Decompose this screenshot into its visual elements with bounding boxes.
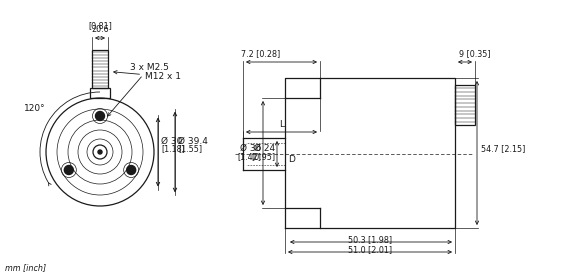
Text: D: D [288,155,295,164]
Text: L: L [279,120,284,129]
Text: 9 [0.35]: 9 [0.35] [459,49,491,58]
Text: mm [inch]: mm [inch] [5,263,46,272]
Text: [0.81]: [0.81] [88,21,112,30]
Circle shape [98,150,102,154]
Text: 120°: 120° [24,104,46,113]
Bar [92,50,108,88]
Text: 3 x M2.5: 3 x M2.5 [107,63,169,116]
Text: [0.95]: [0.95] [251,153,275,162]
Text: [1.42]: [1.42] [237,153,261,162]
Circle shape [127,165,136,174]
Text: Ø 39.4: Ø 39.4 [178,137,208,146]
Text: 7.2 [0.28]: 7.2 [0.28] [241,49,280,58]
Text: 50.3 [1.98]: 50.3 [1.98] [348,235,392,244]
Text: Ø 30: Ø 30 [161,137,182,146]
Text: 51.0 [2.01]: 51.0 [2.01] [348,245,392,254]
Bar [90,88,110,98]
Text: [1.18]: [1.18] [161,144,185,153]
Text: 20.6: 20.6 [91,25,109,34]
Circle shape [95,111,105,120]
Bar [455,85,475,125]
Text: [1.55]: [1.55] [178,144,202,153]
Text: Ø 24: Ø 24 [254,144,275,153]
Text: 54.7 [2.15]: 54.7 [2.15] [481,144,525,153]
Text: Ø 36: Ø 36 [240,144,261,153]
Text: M12 x 1: M12 x 1 [114,71,181,81]
Circle shape [64,165,73,174]
